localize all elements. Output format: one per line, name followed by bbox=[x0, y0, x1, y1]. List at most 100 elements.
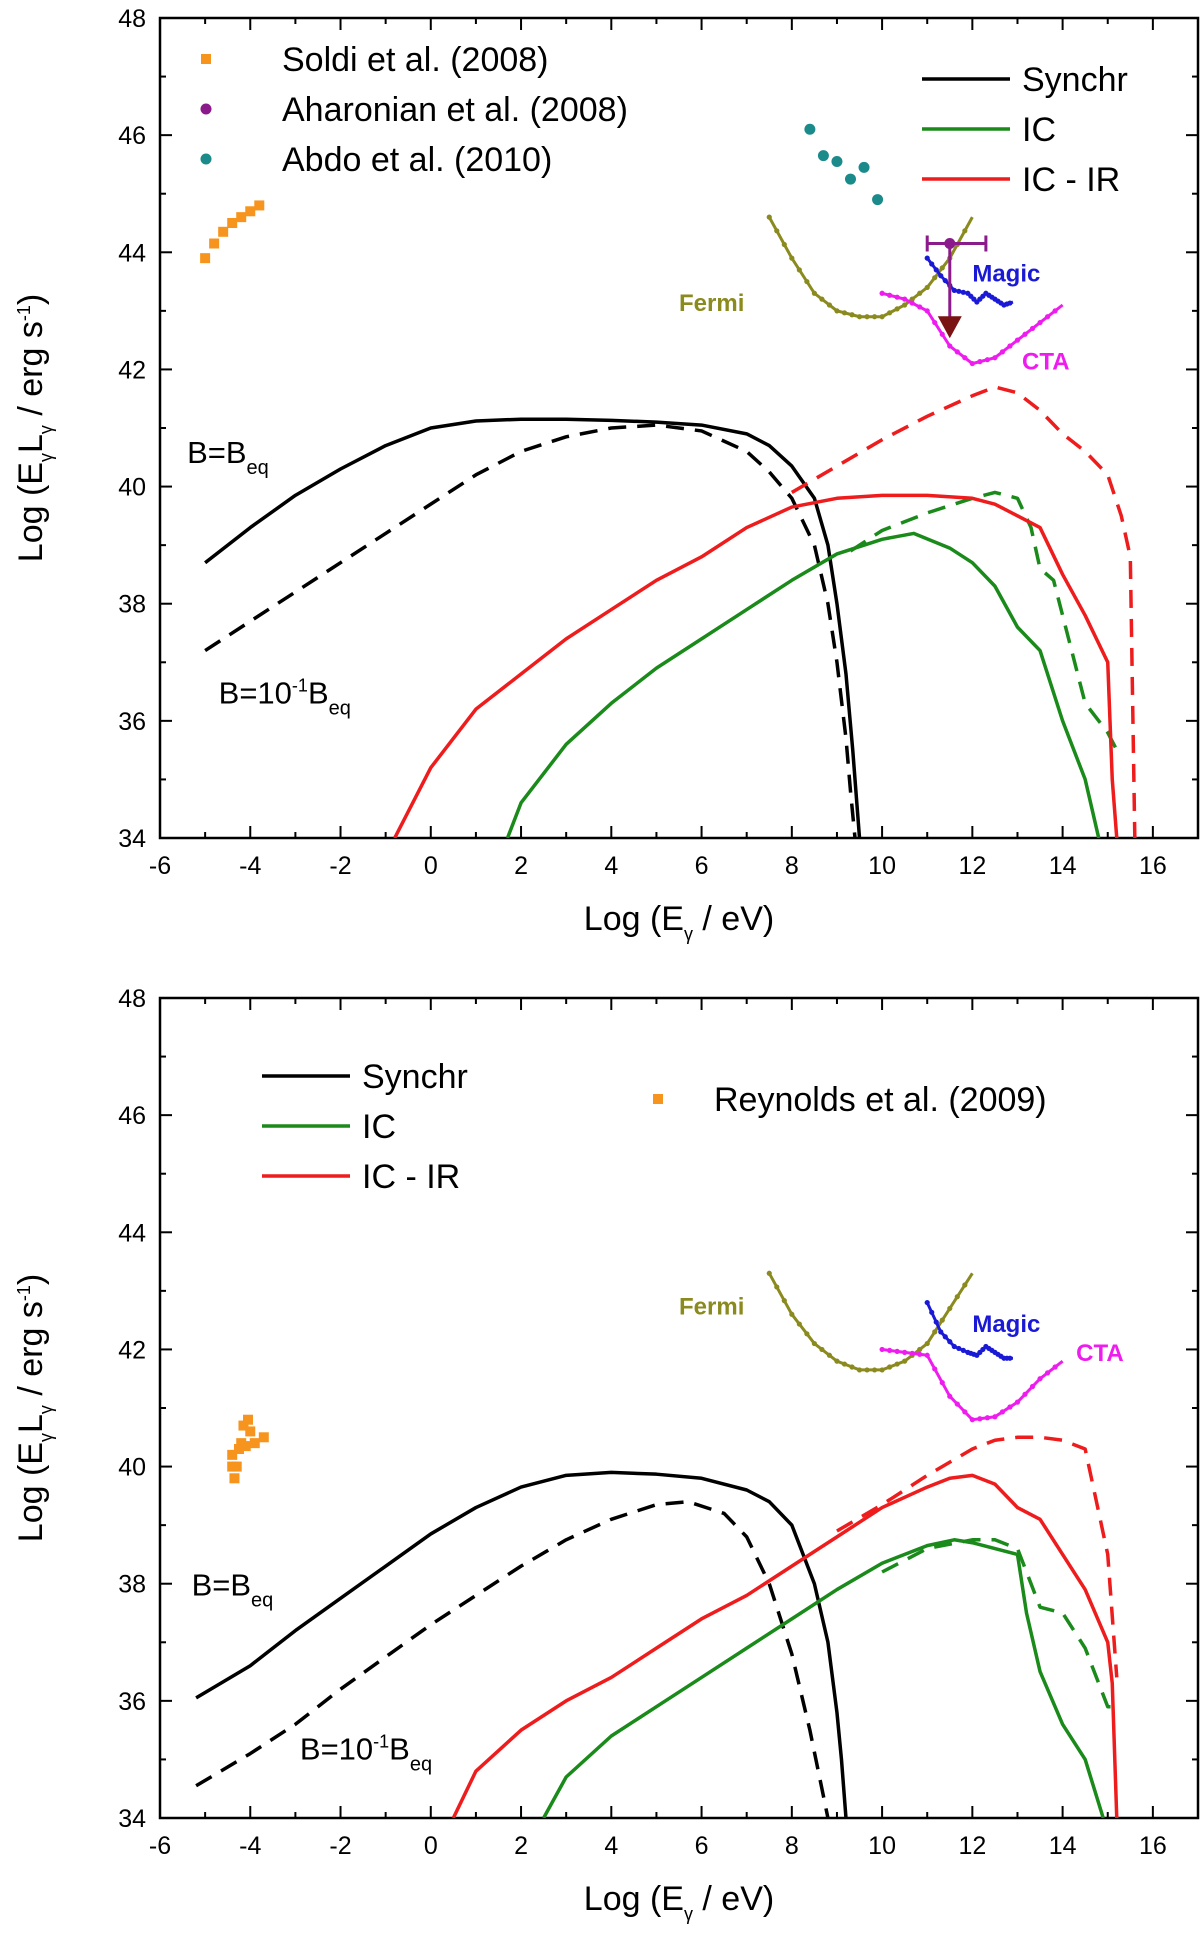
x-tick-label: 0 bbox=[424, 1832, 438, 1860]
x-tick-label: 14 bbox=[1049, 852, 1077, 880]
data-point bbox=[227, 218, 238, 228]
instrument-point bbox=[1007, 1355, 1013, 1361]
instrument-point bbox=[924, 1299, 930, 1306]
instrument-point bbox=[947, 1339, 953, 1345]
x-tick-label: 0 bbox=[424, 852, 438, 880]
instrument-point bbox=[917, 1351, 923, 1357]
instrument-point bbox=[956, 1345, 962, 1352]
y-tick-label: 40 bbox=[118, 474, 146, 502]
data-point bbox=[804, 123, 816, 135]
data-point bbox=[200, 253, 211, 264]
annotation: B=10-1Beq bbox=[300, 1731, 432, 1775]
instrument-point bbox=[951, 1343, 957, 1350]
series-line bbox=[881, 1538, 1113, 1709]
instrument-point bbox=[977, 359, 983, 365]
legend-label: Soldi et al. (2008) bbox=[282, 41, 549, 79]
instrument-point bbox=[887, 292, 893, 298]
instrument-point bbox=[774, 1284, 780, 1290]
x-tick-label: 4 bbox=[604, 852, 618, 880]
data-point bbox=[233, 1444, 244, 1454]
x-tick-label: 2 bbox=[514, 1832, 528, 1860]
instrument-point bbox=[939, 331, 945, 337]
instrument-point bbox=[902, 1349, 908, 1355]
instrument-point bbox=[924, 255, 930, 261]
series-line bbox=[505, 531, 1101, 838]
instrument-point bbox=[939, 265, 945, 271]
plot-area bbox=[195, 1270, 1119, 1818]
instrument-point bbox=[1037, 1376, 1043, 1382]
x-tick-label: 10 bbox=[868, 1832, 896, 1860]
data-point bbox=[831, 156, 843, 167]
instrument-point bbox=[929, 261, 935, 267]
instrument-point bbox=[796, 1321, 802, 1327]
instrument-point bbox=[933, 1319, 939, 1325]
series-line bbox=[451, 1473, 1119, 1818]
instrument-point bbox=[1029, 325, 1036, 332]
instrument-point bbox=[879, 314, 885, 320]
legend-label: IC - IR bbox=[1022, 161, 1120, 199]
data-point bbox=[245, 206, 256, 217]
x-tick-label: 12 bbox=[958, 1832, 986, 1860]
legend-label: Synchr bbox=[1022, 61, 1128, 99]
instrument-point bbox=[962, 355, 968, 361]
instrument-point bbox=[924, 284, 930, 291]
instrument-point bbox=[871, 1367, 878, 1373]
instrument-point bbox=[992, 1414, 998, 1420]
instrument-point bbox=[939, 1380, 945, 1386]
legend-marker bbox=[200, 153, 212, 165]
instrument-point bbox=[781, 241, 787, 248]
x-tick-label: -6 bbox=[149, 852, 171, 880]
x-tick-label: 2 bbox=[514, 852, 528, 880]
instrument-point bbox=[887, 1364, 893, 1370]
instrument-point bbox=[954, 1294, 960, 1300]
legend-marker bbox=[200, 103, 212, 115]
data-point bbox=[238, 1420, 249, 1431]
instrument-point bbox=[954, 349, 960, 355]
instrument-point bbox=[902, 1358, 908, 1364]
instrument-point bbox=[939, 1317, 945, 1323]
upper-limit-arrow bbox=[937, 316, 962, 339]
instrument-point bbox=[917, 304, 923, 310]
instrument-point bbox=[819, 296, 825, 302]
instrument-point bbox=[811, 1340, 817, 1347]
instrument-point bbox=[909, 296, 915, 302]
instrument-point bbox=[962, 1409, 968, 1415]
x-axis-title: Log (Eγ / eV) bbox=[584, 900, 774, 944]
data-point bbox=[872, 194, 884, 206]
instrument-point bbox=[834, 308, 840, 314]
instrument-point bbox=[962, 228, 968, 234]
x-tick-label: -2 bbox=[329, 852, 351, 880]
instrument-point bbox=[826, 302, 833, 308]
legend-label: Abdo et al. (2010) bbox=[282, 141, 552, 179]
y-tick-label: 48 bbox=[118, 5, 146, 33]
y-tick-label: 34 bbox=[118, 1805, 146, 1833]
instrument-label-magic: Magic bbox=[972, 261, 1040, 288]
instrument-point bbox=[811, 290, 817, 296]
instrument-point bbox=[774, 228, 780, 234]
instrument-point bbox=[879, 290, 885, 296]
series-line bbox=[836, 1435, 1119, 1678]
data-point bbox=[240, 1441, 251, 1452]
x-tick-label: -2 bbox=[329, 1832, 351, 1860]
series-line bbox=[790, 385, 1137, 838]
data-point bbox=[209, 238, 220, 249]
instrument-label-cta: CTA bbox=[1076, 1340, 1124, 1367]
instrument-point bbox=[902, 296, 908, 302]
instrument-label-fermi: Fermi bbox=[679, 290, 744, 317]
x-tick-label: -6 bbox=[149, 1832, 171, 1860]
x-axis-title: Log (Eγ / eV) bbox=[584, 1880, 774, 1924]
instrument-point bbox=[932, 319, 938, 326]
x-tick-label: 16 bbox=[1139, 852, 1167, 880]
y-tick-label: 42 bbox=[118, 356, 146, 384]
instrument-curve-cta bbox=[881, 1347, 1064, 1422]
x-tick-label: -4 bbox=[239, 1832, 261, 1860]
data-point bbox=[227, 1449, 238, 1460]
x-tick-label: 14 bbox=[1049, 1832, 1077, 1860]
x-tick-label: 16 bbox=[1139, 1832, 1167, 1860]
instrument-point bbox=[951, 287, 957, 293]
data-point bbox=[844, 173, 856, 185]
instrument-point bbox=[969, 1417, 975, 1423]
series-line bbox=[204, 423, 857, 838]
instrument-point bbox=[984, 357, 990, 363]
